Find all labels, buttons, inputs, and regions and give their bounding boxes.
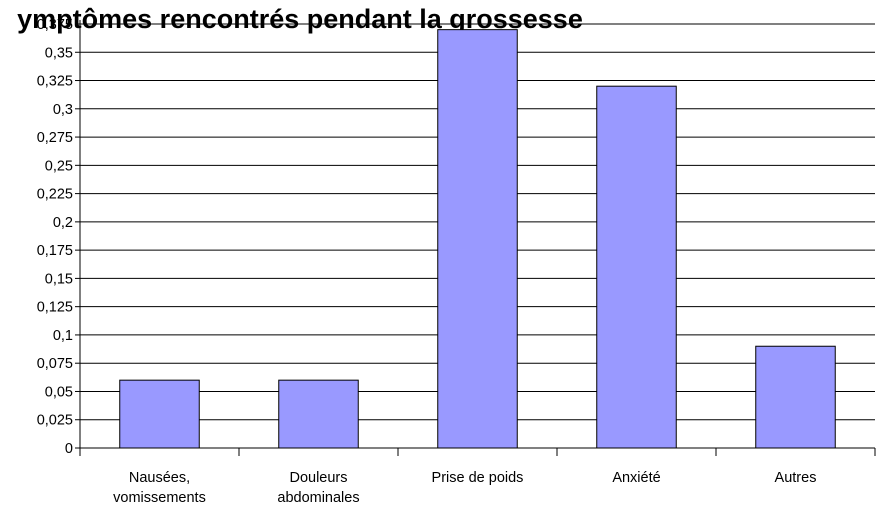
x-category-labels: Nausées, vomissements Douleurs abdominales P…	[113, 470, 816, 506]
y-tick-label: 0,2	[53, 215, 73, 231]
x-category-label: Autres	[775, 470, 817, 486]
bar	[596, 85, 677, 449]
x-category-label: Douleurs abdominales	[277, 470, 359, 506]
y-tick-label: 0,325	[37, 74, 73, 90]
bar	[755, 345, 836, 449]
y-tick-label: 0,175	[37, 243, 73, 259]
y-tick-label: 0,3	[53, 102, 73, 118]
y-tick-label: 0,375	[37, 17, 73, 33]
y-tick-label: 0,05	[45, 384, 73, 400]
y-tick-label: 0,25	[45, 158, 73, 174]
axes	[75, 20, 876, 456]
y-tick-label: 0,025	[37, 413, 73, 429]
x-category-label: Nausées, vomissements	[113, 470, 206, 506]
y-tick-label: 0	[65, 441, 73, 457]
y-tick-label: 0,275	[37, 130, 73, 146]
bar	[119, 379, 200, 449]
x-category-label: Prise de poids	[432, 470, 524, 486]
chart-title: ymptômes rencontrés pendant la grossesse	[17, 4, 583, 34]
y-tick-label: 0,35	[45, 45, 73, 61]
bar	[437, 29, 518, 449]
bar	[278, 379, 359, 449]
y-tick-label: 0,125	[37, 300, 73, 316]
y-tick-label: 0,15	[45, 271, 73, 287]
y-tick-label: 0,225	[37, 187, 73, 203]
x-category-label: Anxiété	[612, 470, 660, 486]
y-tick-labels: 0 0,025 0,05 0,075 0,1 0,125 0,15 0,175 0,2 0,225…	[37, 17, 73, 457]
y-tick-label: 0,075	[37, 356, 73, 372]
y-tick-label: 0,1	[53, 328, 73, 344]
bars	[119, 29, 836, 449]
